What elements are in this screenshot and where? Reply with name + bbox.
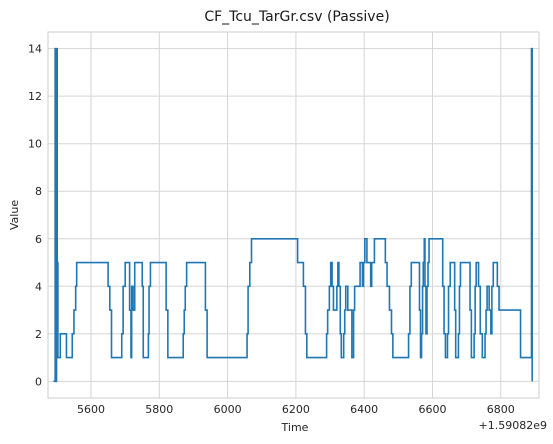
- x-offset-label: +1.59082e9: [479, 419, 547, 432]
- y-grid: [48, 48, 539, 382]
- y-axis-label: Value: [8, 200, 21, 230]
- series-line: [53, 47, 533, 383]
- y-tick-labels: 0 2 4 6 8 10 12 14: [28, 43, 42, 389]
- x-tick-label: 5800: [145, 403, 173, 416]
- plot-frame: [47, 31, 540, 399]
- x-tick-label: 5600: [77, 403, 105, 416]
- x-tick-labels: 5600 5800 6000 6200 6400 6600 6800: [77, 403, 515, 416]
- y-tick-label: 14: [28, 43, 42, 56]
- y-tick-label: 6: [35, 233, 42, 246]
- y-tick-label: 8: [35, 185, 42, 198]
- y-tick-label: 10: [28, 138, 42, 151]
- y-tick-label: 2: [35, 328, 42, 341]
- x-tick-label: 6200: [282, 403, 310, 416]
- y-tick-label: 12: [28, 90, 42, 103]
- x-grid: [90, 32, 502, 398]
- x-tick-label: 6400: [350, 403, 378, 416]
- y-tick-label: 0: [35, 375, 42, 388]
- y-tick-label: 4: [35, 280, 42, 293]
- chart-title: CF_Tcu_TarGr.csv (Passive): [204, 9, 389, 25]
- x-axis-label: Time: [281, 421, 309, 434]
- x-tick-label: 6800: [487, 403, 515, 416]
- x-tick-label: 6600: [418, 403, 446, 416]
- x-tick-label: 6000: [214, 403, 242, 416]
